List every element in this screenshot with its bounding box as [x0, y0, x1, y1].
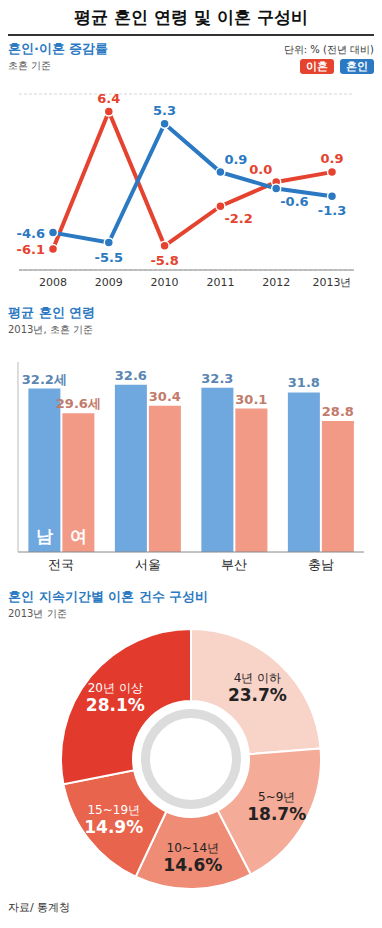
svg-text:32.2세: 32.2세 [22, 372, 67, 387]
svg-text:전국: 전국 [48, 557, 74, 572]
svg-text:-2.2: -2.2 [224, 211, 252, 226]
html-text:평균 혼인 연령 및 이혼 구성비: 평균 혼인 연령 및 이혼 구성비 [74, 6, 308, 27]
svg-text:-5.5: -5.5 [95, 250, 123, 265]
svg-text:5~9년: 5~9년 [258, 790, 295, 804]
svg-text:부산: 부산 [221, 557, 247, 572]
svg-text:-5.8: -5.8 [150, 253, 178, 268]
html-text:초혼 기준: 초혼 기준 [8, 60, 52, 71]
html-text:2013년 기준: 2013년 기준 [8, 608, 67, 619]
svg-text:-4.6: -4.6 [17, 226, 45, 241]
html-text:단위: % (전년 대비): 단위: % (전년 대비) [283, 44, 374, 55]
svg-text:28.8: 28.8 [322, 404, 354, 419]
html-text:자료/ 통계청: 자료/ 통계청 [8, 901, 71, 914]
svg-text:2008: 2008 [39, 276, 67, 289]
svg-text:23.7%: 23.7% [228, 685, 287, 705]
svg-text:6.4: 6.4 [97, 91, 120, 106]
svg-text:30.1: 30.1 [235, 392, 267, 407]
svg-text:2009: 2009 [95, 276, 123, 289]
svg-text:2012: 2012 [262, 276, 290, 289]
html-text:평균 혼인 연령: 평균 혼인 연령 [8, 305, 96, 320]
svg-text:0.0: 0.0 [249, 162, 272, 177]
svg-text:31.8: 31.8 [288, 375, 320, 390]
svg-text:-6.1: -6.1 [17, 242, 45, 257]
svg-text:2011: 2011 [206, 276, 234, 289]
svg-text:29.6세: 29.6세 [56, 396, 101, 411]
html-text:혼인 지속기간별 이혼 건수 구성비: 혼인 지속기간별 이혼 건수 구성비 [8, 589, 209, 604]
svg-text:32.6: 32.6 [115, 368, 147, 383]
svg-text:0.9: 0.9 [224, 152, 247, 167]
svg-text:15~19년: 15~19년 [87, 803, 140, 817]
svg-text:0.9: 0.9 [320, 151, 343, 166]
svg-text:10~14년: 10~14년 [167, 841, 220, 855]
html-text:이혼: 이혼 [306, 59, 328, 73]
svg-text:서울: 서울 [135, 557, 161, 572]
svg-text:32.3: 32.3 [201, 371, 233, 386]
svg-text:남: 남 [36, 526, 53, 546]
svg-text:4년 이하: 4년 이하 [234, 671, 281, 685]
html-text:2013년, 초혼 기준: 2013년, 초혼 기준 [8, 324, 93, 335]
svg-text:충남: 충남 [308, 557, 334, 572]
svg-text:14.6%: 14.6% [163, 855, 222, 875]
svg-text:5.3: 5.3 [153, 103, 176, 118]
svg-text:-1.3: -1.3 [318, 203, 346, 218]
svg-text:-0.6: -0.6 [280, 194, 308, 209]
svg-text:2013년: 2013년 [313, 276, 352, 289]
svg-text:18.7%: 18.7% [247, 804, 306, 824]
html-text:혼인: 혼인 [346, 59, 368, 73]
svg-text:2010: 2010 [151, 276, 179, 289]
svg-text:30.4: 30.4 [149, 389, 181, 404]
svg-text:14.9%: 14.9% [84, 817, 143, 837]
svg-text:20년 이상: 20년 이상 [88, 681, 143, 695]
html-text:혼인·이혼 증감률: 혼인·이혼 증감률 [8, 41, 109, 56]
svg-text:여: 여 [70, 526, 87, 546]
svg-text:28.1%: 28.1% [86, 695, 145, 715]
